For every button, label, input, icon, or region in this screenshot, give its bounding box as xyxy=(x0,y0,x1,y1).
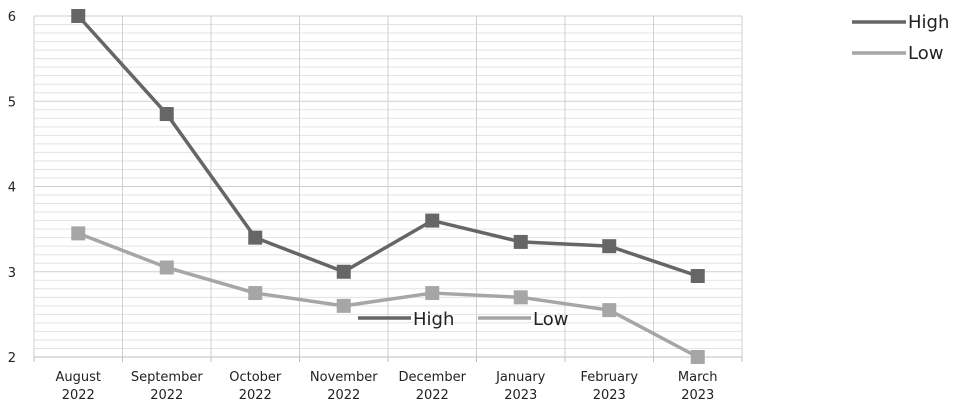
legend-label: Low xyxy=(908,43,943,64)
legend-label: Low xyxy=(533,309,568,330)
x-tick-label: October 2022 xyxy=(229,370,282,403)
x-tick-label: February 2023 xyxy=(580,370,638,403)
data-point-high xyxy=(513,234,528,249)
y-tick-label: 5 xyxy=(8,95,16,110)
data-point-low xyxy=(248,286,263,301)
data-point-high xyxy=(336,264,351,279)
x-tick-label: August 2022 xyxy=(56,370,102,403)
y-axis-ticks: 2 3 4 5 6 xyxy=(8,10,16,366)
y-tick-label: 6 xyxy=(8,10,16,25)
y-tick-label: 4 xyxy=(8,181,16,196)
series-layer xyxy=(71,9,705,364)
data-point-low xyxy=(602,303,617,318)
data-point-low xyxy=(159,260,174,275)
data-point-high xyxy=(248,230,263,245)
x-tick-label: November 2022 xyxy=(310,370,378,403)
legend-label: High xyxy=(413,309,454,330)
x-tick-label: September 2022 xyxy=(131,370,204,403)
data-point-low xyxy=(336,298,351,313)
data-point-high xyxy=(159,107,174,122)
data-point-high xyxy=(71,9,86,23)
x-tick-label: January 2023 xyxy=(495,370,546,403)
x-tick-label: March 2023 xyxy=(678,370,718,403)
x-axis-ticks: August 2022 September 2022 October 2022 Novemb… xyxy=(56,370,718,403)
legend-inside: High Low xyxy=(358,309,568,330)
data-point-high xyxy=(425,213,440,228)
y-tick-label: 3 xyxy=(8,266,16,281)
legend-label: High xyxy=(908,12,949,33)
data-point-high xyxy=(602,239,617,254)
x-tick-label: December 2022 xyxy=(399,370,467,403)
grid xyxy=(33,15,743,362)
y-tick-label: 2 xyxy=(8,351,16,366)
data-point-low xyxy=(71,226,86,241)
series-line-high xyxy=(76,14,699,278)
series-line-low xyxy=(77,231,699,359)
data-point-low xyxy=(690,350,705,364)
data-point-low xyxy=(513,290,528,305)
legend-top-right: High Low xyxy=(852,12,949,64)
data-point-high xyxy=(690,269,705,284)
data-point-low xyxy=(425,286,440,301)
